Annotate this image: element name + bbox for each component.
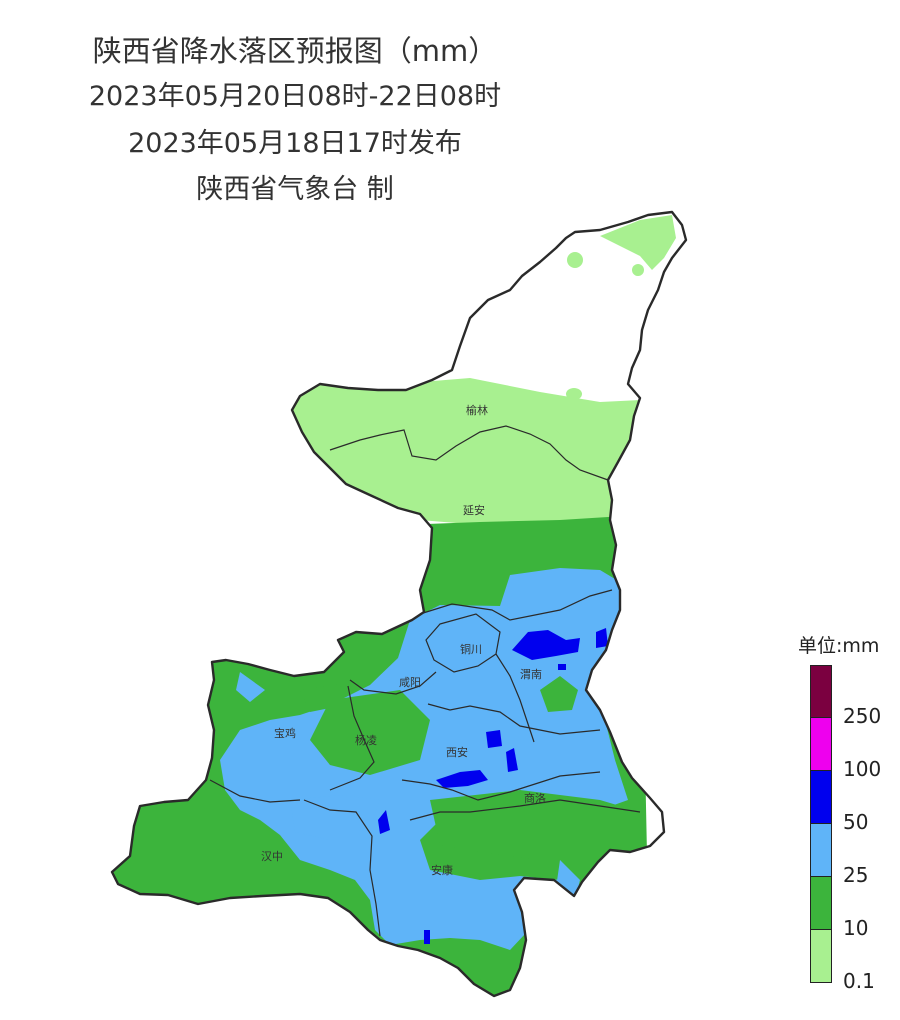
rain-area-moderate-island (310, 690, 430, 775)
boundary-hanzhong-north (209, 779, 301, 803)
rain-spot-light (566, 388, 582, 400)
legend-label: 250 (843, 704, 882, 728)
rain-spot-light (567, 252, 583, 268)
rain-area-moderate-island (540, 676, 578, 712)
issue-time: 2023年05月18日17时发布 (128, 128, 462, 159)
legend-label: 25 (843, 863, 869, 887)
legend-swatch (810, 665, 832, 718)
city-label: 咸阳 (399, 676, 421, 689)
rain-spot-light (632, 264, 644, 276)
city-label: 榆林 (466, 403, 488, 417)
rain-area-rainstorm (558, 664, 566, 670)
legend-label: 100 (843, 757, 882, 781)
legend-color-bar (810, 665, 832, 983)
rain-area-light-ne (600, 215, 676, 270)
city-boundaries (209, 425, 641, 937)
legend-label: 10 (843, 916, 869, 940)
rain-area-light-north (280, 378, 640, 530)
rain-area-heavy-sw (290, 795, 380, 840)
rain-area-heavy-west (236, 672, 265, 702)
legend-swatch (810, 930, 832, 983)
rain-area-rainstorm (436, 770, 488, 788)
legend-label: 0.1 (843, 969, 875, 993)
boundary-xian-south (401, 771, 601, 801)
legend-label: 50 (843, 810, 869, 834)
boundary-xian (427, 703, 601, 735)
rain-area-rainstorm (596, 628, 608, 648)
issuer: 陕西省气象台 制 (196, 174, 394, 205)
rain-area-rainstorm (378, 810, 390, 834)
city-label: 商洛 (524, 791, 546, 805)
city-label: 安康 (431, 863, 453, 877)
forecast-period: 2023年05月20日08时-22日08时 (88, 81, 502, 112)
rain-area-rainstorm (424, 930, 430, 944)
city-label: 宝鸡 (274, 726, 296, 740)
legend-title: 单位:mm (798, 635, 880, 657)
legend-swatch (810, 824, 832, 877)
rain-area-moderate-island (300, 684, 345, 712)
legend-swatch (810, 877, 832, 930)
boundary-xianyang-weinan (495, 653, 535, 743)
city-label: 渭南 (520, 668, 542, 681)
map-title: 陕西省降水落区预报图（mm） (92, 34, 498, 68)
rain-area-rainstorm (512, 630, 580, 660)
boundary-hanzhong-ankang (303, 799, 381, 937)
city-label: 延安 (463, 503, 485, 517)
boundary-yanan-south (419, 589, 613, 621)
rain-areas (112, 215, 676, 996)
rain-area-heavy-main (220, 568, 628, 950)
rain-area-moderate-island (430, 790, 640, 860)
rain-area-rainstorm (486, 730, 502, 748)
city-label: 西安 (446, 745, 468, 759)
legend-swatch (810, 718, 832, 771)
boundary-yulin-yanan (329, 425, 609, 481)
city-label: 铜川 (460, 642, 482, 656)
rain-area-rainstorm (506, 748, 518, 772)
city-label: 杨凌 (355, 733, 377, 747)
boundary-tongchuan (425, 613, 501, 673)
boundary-ankang-shangluo (409, 799, 641, 821)
province-outline (110, 210, 688, 998)
legend-swatch (810, 771, 832, 824)
boundary-xianyang (349, 671, 437, 695)
city-label: 汉中 (261, 850, 283, 863)
boundary-baoji-yangling (329, 685, 375, 791)
city-labels: 榆林 延安 铜川 渭南 咸阳 宝鸡 杨凌 西安 商洛 汉中 安康 (261, 403, 546, 877)
